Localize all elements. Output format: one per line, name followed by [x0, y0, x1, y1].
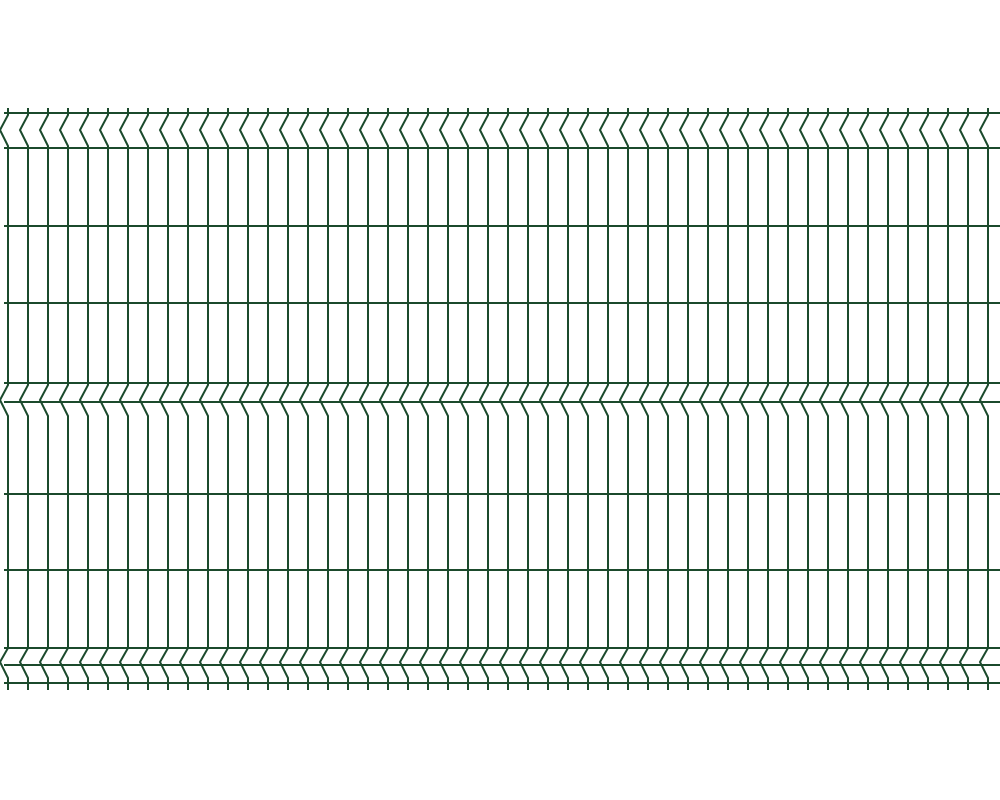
vertical-wire [618, 108, 629, 690]
vertical-wire [718, 108, 729, 690]
vertical-wire [438, 108, 449, 690]
vertical-wire [358, 108, 369, 690]
vertical-wire [278, 108, 289, 690]
vertical-wire [698, 108, 709, 690]
vertical-wire [638, 108, 649, 690]
vertical-wire [958, 108, 969, 690]
vertical-wire [658, 108, 669, 690]
vertical-wire [18, 108, 29, 690]
vertical-wire [398, 108, 409, 690]
vertical-wire [298, 108, 309, 690]
vertical-wire [878, 108, 889, 690]
vertical-wire [978, 108, 989, 690]
vertical-wire [178, 108, 189, 690]
vertical-wire [838, 108, 849, 690]
vertical-wire [418, 108, 429, 690]
vertical-wire [758, 108, 769, 690]
vertical-wire [378, 108, 389, 690]
vertical-wire [858, 108, 869, 690]
vertical-wire [338, 108, 349, 690]
vertical-wire [678, 108, 689, 690]
vertical-wire [818, 108, 829, 690]
vertical-wire [38, 108, 49, 690]
vertical-wire [498, 108, 509, 690]
vertical-wire [458, 108, 469, 690]
vertical-wire [478, 108, 489, 690]
vertical-wire [78, 108, 89, 690]
vertical-wire [798, 108, 809, 690]
vertical-wire [258, 108, 269, 690]
vertical-wire [138, 108, 149, 690]
vertical-wire [578, 108, 589, 690]
vertical-wire [118, 108, 129, 690]
vertical-wire [598, 108, 609, 690]
vertical-wire [938, 108, 949, 690]
vertical-wire [558, 108, 569, 690]
vertical-wire [198, 108, 209, 690]
vertical-wire [158, 108, 169, 690]
vertical-wire [238, 108, 249, 690]
vertical-wire [0, 108, 9, 690]
vertical-wire [538, 108, 549, 690]
vertical-wire [58, 108, 69, 690]
vertical-wire [318, 108, 329, 690]
vertical-wire [738, 108, 749, 690]
vertical-wire [778, 108, 789, 690]
vertical-wire [98, 108, 109, 690]
vertical-wire [898, 108, 909, 690]
vertical-wire [518, 108, 529, 690]
vertical-wire [918, 108, 929, 690]
vertical-wire [218, 108, 229, 690]
